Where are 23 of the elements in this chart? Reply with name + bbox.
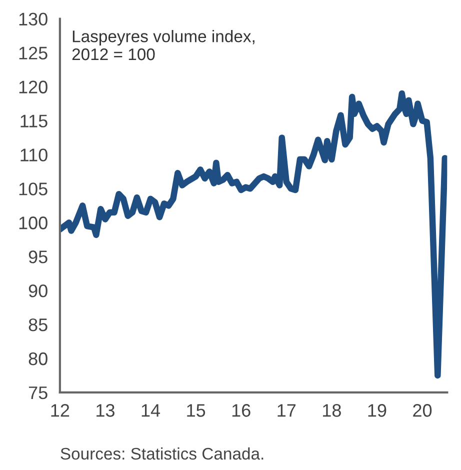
y-tick-label: 100 xyxy=(19,216,48,230)
x-tick-label: 15 xyxy=(187,404,206,417)
y-tick-label: 95 xyxy=(28,250,48,264)
y-tick-label: 75 xyxy=(28,386,48,400)
y-tick-label: 90 xyxy=(28,284,48,298)
x-tick-label: 19 xyxy=(368,404,386,417)
x-tick-label: 13 xyxy=(96,404,114,417)
annotation: Laspeyres volume index, 2012 = 100 xyxy=(72,30,254,60)
y-tick-label: 105 xyxy=(19,182,48,196)
y-tick-label: 110 xyxy=(20,148,48,162)
y-tick-label: 85 xyxy=(28,318,48,332)
y-tick-label: 125 xyxy=(19,46,48,60)
x-tick-label: 14 xyxy=(142,404,160,417)
x-tick-label: 20 xyxy=(413,404,432,417)
x-tick-label: 18 xyxy=(323,404,341,417)
x-tick-label: 17 xyxy=(278,404,296,417)
y-tick-label: 80 xyxy=(28,352,48,366)
y-tick-label: 120 xyxy=(19,80,48,94)
source-note: Sources: Statistics Canada. xyxy=(60,447,264,460)
y-tick-label: 115 xyxy=(20,114,48,128)
x-tick-label: 16 xyxy=(232,404,250,417)
x-tick-label: 12 xyxy=(51,404,70,417)
y-tick-label: 130 xyxy=(19,12,48,26)
